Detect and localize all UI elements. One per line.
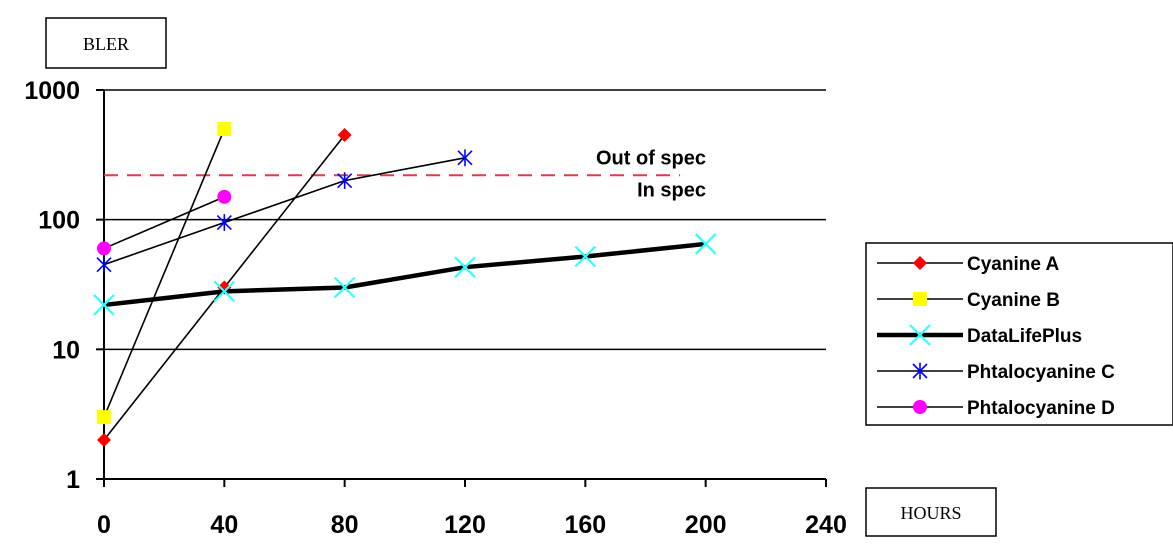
spec-threshold: Out of spec In spec — [104, 147, 706, 201]
series-phtalocyanine-c — [96, 149, 473, 274]
legend-label-phtalocyanine-d: Phtalocyanine D — [967, 398, 1115, 419]
series — [93, 122, 717, 447]
series-line-phtalocyanine-d — [103, 196, 225, 250]
x-tick-label-0: 0 — [97, 511, 111, 539]
x-tick-label-240: 240 — [805, 511, 847, 539]
point-phtalocyanine-d-1 — [217, 189, 232, 204]
marker-diamond — [337, 127, 352, 142]
y-tick-label-100: 100 — [38, 207, 80, 235]
point-phtalocyanine-c-1 — [216, 214, 232, 231]
series-phtalocyanine-d — [97, 189, 232, 256]
legend: Cyanine A Cyanine B DataLifePlus Phtalocyan… — [877, 254, 1115, 419]
point-datalifeplus-5 — [694, 233, 717, 255]
axes: 1 10 100 1000 0 40 80 120 160 200 240 — [24, 77, 846, 539]
marker-square — [913, 292, 927, 306]
x-tick-label-40: 40 — [210, 511, 238, 539]
ylabel: BLER — [83, 34, 129, 54]
marker-x-b — [574, 245, 597, 268]
legend-label-cyanine-a: Cyanine A — [967, 254, 1059, 275]
point-datalifeplus-0 — [93, 294, 115, 316]
point-cyanine-a-2 — [337, 127, 352, 142]
marker-x-b — [694, 233, 717, 255]
legend-item-datalifeplus: DataLifePlus — [877, 324, 1082, 347]
point-datalifeplus-4 — [574, 245, 597, 268]
legend-item-phtalocyanine-c: Phtalocyanine C — [877, 362, 1115, 383]
marker-square — [217, 122, 232, 137]
point-phtalocyanine-c-2 — [337, 172, 353, 190]
point-datalifeplus-3 — [454, 256, 476, 278]
marker-x-b — [454, 256, 476, 278]
legend-marker-phtalocyanine-c — [912, 362, 928, 380]
point-phtalocyanine-c-0 — [96, 256, 112, 274]
marker-diamond — [97, 432, 111, 447]
marker-x-b — [213, 280, 236, 303]
x-tick-label-160: 160 — [564, 511, 606, 539]
series-line-cyanine-b — [103, 128, 226, 418]
y-tick-label-1: 1 — [66, 466, 80, 494]
marker-circle — [913, 400, 927, 414]
in-spec-label: In spec — [637, 179, 706, 201]
legend-label-datalifeplus: DataLifePlus — [967, 326, 1082, 347]
grid — [104, 89, 826, 480]
y-tick-label-1000: 1000 — [24, 77, 80, 105]
series-line-phtalocyanine-c — [103, 157, 466, 266]
legend-item-cyanine-a: Cyanine A — [877, 254, 1059, 275]
legend-label-phtalocyanine-c: Phtalocyanine C — [967, 362, 1115, 383]
legend-marker-cyanine-b — [913, 292, 927, 306]
legend-item-cyanine-b: Cyanine B — [877, 290, 1060, 311]
marker-diamond — [913, 256, 927, 270]
xlabel: HOURS — [900, 503, 961, 523]
series-cyanine-b — [97, 122, 232, 425]
marker-circle — [217, 189, 232, 204]
x-tick-label-80: 80 — [331, 511, 359, 539]
marker-x-b — [93, 294, 115, 316]
ylabel-box — [45, 17, 167, 69]
point-phtalocyanine-d-0 — [97, 241, 111, 256]
point-cyanine-b-1 — [217, 122, 232, 137]
x-tick-label-120: 120 — [444, 511, 486, 539]
out-of-spec-label: Out of spec — [596, 147, 706, 169]
point-cyanine-a-0 — [97, 432, 111, 447]
series-line-datalifeplus — [103, 241, 706, 308]
marker-square — [97, 410, 111, 425]
point-datalifeplus-2 — [333, 276, 356, 299]
x-tick-label-200: 200 — [685, 511, 727, 539]
legend-marker-phtalocyanine-d — [913, 400, 927, 414]
legend-item-phtalocyanine-d: Phtalocyanine D — [877, 398, 1115, 419]
marker-x-b — [333, 276, 356, 299]
y-tick-label-10: 10 — [52, 336, 80, 364]
marker-x-b — [909, 324, 931, 346]
legend-marker-datalifeplus — [909, 324, 931, 346]
point-datalifeplus-1 — [213, 280, 236, 303]
series-datalifeplus — [93, 233, 717, 316]
marker-circle — [97, 241, 111, 256]
legend-marker-cyanine-a — [913, 256, 927, 270]
legend-label-cyanine-b: Cyanine B — [967, 290, 1060, 311]
point-phtalocyanine-c-3 — [457, 149, 473, 167]
point-cyanine-b-0 — [97, 410, 111, 425]
xlabel-box — [865, 487, 997, 537]
